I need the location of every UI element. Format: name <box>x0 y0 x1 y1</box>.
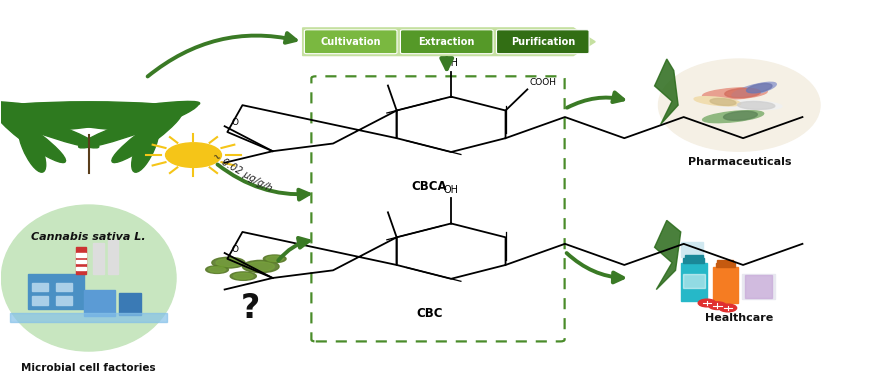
Ellipse shape <box>0 103 99 148</box>
Ellipse shape <box>212 257 245 268</box>
Text: COOH: COOH <box>530 79 557 87</box>
Ellipse shape <box>724 111 758 120</box>
Bar <box>682 274 705 288</box>
Bar <box>75 253 86 257</box>
Bar <box>713 267 738 303</box>
Ellipse shape <box>216 259 241 267</box>
Text: Microbial cell factories: Microbial cell factories <box>21 363 156 373</box>
Text: CBC: CBC <box>416 307 442 320</box>
Bar <box>32 296 47 305</box>
Text: Healthcare: Healthcare <box>705 313 774 323</box>
Bar <box>716 263 735 267</box>
Ellipse shape <box>2 205 176 351</box>
FancyBboxPatch shape <box>304 30 397 54</box>
Ellipse shape <box>0 111 66 163</box>
Text: Cultivation: Cultivation <box>321 37 381 47</box>
Ellipse shape <box>230 272 257 280</box>
Circle shape <box>719 304 737 312</box>
Ellipse shape <box>710 98 736 105</box>
Text: O: O <box>231 118 238 127</box>
Ellipse shape <box>659 59 820 151</box>
Circle shape <box>709 302 726 310</box>
Ellipse shape <box>206 266 229 274</box>
Ellipse shape <box>732 82 776 97</box>
Text: Purification: Purification <box>511 37 575 47</box>
Text: OH: OH <box>443 58 459 68</box>
Ellipse shape <box>724 88 760 98</box>
Ellipse shape <box>112 111 182 163</box>
Bar <box>27 274 84 309</box>
Ellipse shape <box>208 267 226 272</box>
FancyBboxPatch shape <box>400 30 493 54</box>
Bar <box>56 296 72 305</box>
Bar <box>717 260 733 264</box>
Ellipse shape <box>37 101 200 130</box>
Bar <box>681 263 707 301</box>
Bar <box>93 243 103 274</box>
Text: Cannabis sativa L.: Cannabis sativa L. <box>32 232 146 242</box>
Circle shape <box>698 299 716 307</box>
Ellipse shape <box>131 122 159 172</box>
Ellipse shape <box>247 262 274 271</box>
Bar <box>685 255 703 259</box>
Ellipse shape <box>243 260 279 273</box>
Polygon shape <box>654 220 681 289</box>
Ellipse shape <box>266 256 283 262</box>
Bar <box>56 283 72 291</box>
Ellipse shape <box>738 101 774 110</box>
Ellipse shape <box>264 255 286 263</box>
Polygon shape <box>654 59 678 124</box>
Bar <box>75 247 86 274</box>
Text: Pharmaceuticals: Pharmaceuticals <box>688 157 791 167</box>
Text: CBCA: CBCA <box>412 180 447 193</box>
Ellipse shape <box>0 101 140 130</box>
Ellipse shape <box>18 122 46 172</box>
FancyBboxPatch shape <box>311 76 565 341</box>
Ellipse shape <box>694 97 741 106</box>
Ellipse shape <box>0 102 185 117</box>
Bar <box>84 289 115 317</box>
Bar <box>681 241 703 257</box>
Bar <box>119 293 141 315</box>
Text: ?: ? <box>241 292 260 325</box>
Bar <box>75 260 86 264</box>
FancyBboxPatch shape <box>497 30 589 54</box>
Ellipse shape <box>79 103 198 148</box>
FancyArrow shape <box>302 28 595 56</box>
Text: ~ 0.02 μg/g/h: ~ 0.02 μg/g/h <box>209 151 273 194</box>
Ellipse shape <box>746 84 772 93</box>
Ellipse shape <box>703 88 767 99</box>
Bar <box>742 274 775 299</box>
Bar <box>32 283 47 291</box>
Ellipse shape <box>703 111 764 123</box>
Bar <box>745 275 773 298</box>
Ellipse shape <box>233 273 253 279</box>
Text: O: O <box>231 245 238 254</box>
Circle shape <box>166 143 222 167</box>
Bar <box>683 258 704 264</box>
Bar <box>108 240 118 274</box>
Ellipse shape <box>714 100 782 110</box>
Bar <box>11 313 167 322</box>
Bar <box>75 267 86 271</box>
Text: OH: OH <box>443 185 459 195</box>
Text: Extraction: Extraction <box>419 37 475 47</box>
